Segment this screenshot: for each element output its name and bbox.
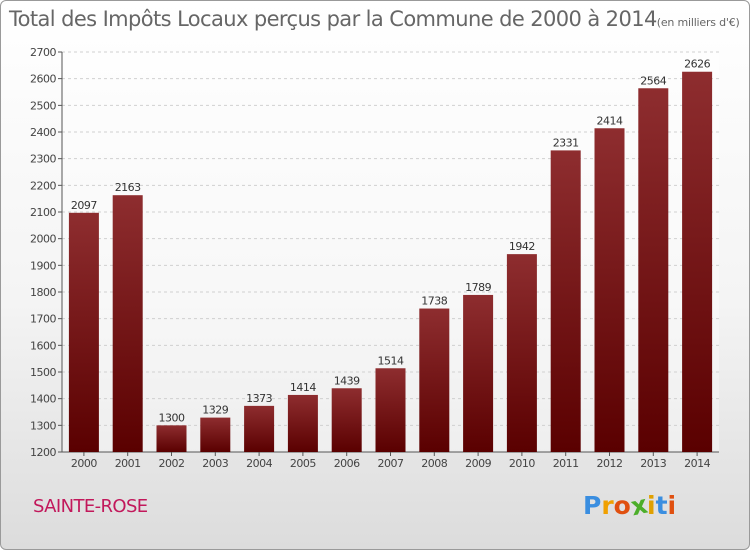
bar-value-label: 1439 xyxy=(334,374,360,387)
bar-2013 xyxy=(638,88,669,453)
y-tick-label: 2500 xyxy=(30,99,56,112)
y-tick-label: 2600 xyxy=(30,73,56,86)
logo-letter: r xyxy=(601,491,614,520)
bar-2002 xyxy=(156,425,187,452)
logo-letter: P xyxy=(583,491,602,520)
y-tick-label: 2300 xyxy=(30,153,56,166)
bar-2007 xyxy=(375,368,406,452)
bar-2008 xyxy=(419,308,450,452)
y-tick-label: 2200 xyxy=(30,179,56,192)
y-tick-label: 2000 xyxy=(30,233,56,246)
x-tick-label: 2008 xyxy=(421,457,447,470)
y-tick-label: 2100 xyxy=(30,206,56,219)
chart-title: Total des Impôts Locaux perçus par la Co… xyxy=(9,7,740,31)
bar-value-label: 2626 xyxy=(684,58,710,71)
bar-value-label: 1300 xyxy=(159,411,185,424)
logo-letter: t xyxy=(655,491,668,520)
x-tick-label: 2012 xyxy=(597,457,623,470)
bar-2011 xyxy=(550,150,581,452)
bar-2010 xyxy=(506,254,537,452)
bars xyxy=(68,71,713,453)
x-tick-label: 2011 xyxy=(553,457,579,470)
logo-letter: i xyxy=(667,491,677,520)
bar-value-label: 2331 xyxy=(553,136,579,149)
bar-value-label: 1414 xyxy=(290,381,316,394)
bar-value-label: 2414 xyxy=(597,114,623,127)
x-tick-label: 2010 xyxy=(509,457,535,470)
bar-2009 xyxy=(463,294,494,452)
y-tick-label: 1600 xyxy=(30,339,56,352)
y-tick-label: 1500 xyxy=(30,366,56,379)
y-tick-label: 2700 xyxy=(30,46,56,59)
x-tick-label: 2004 xyxy=(246,457,272,470)
bar-2012 xyxy=(594,128,625,452)
x-tick-label: 2006 xyxy=(334,457,360,470)
bar-value-label: 1373 xyxy=(246,392,272,405)
bar-2005 xyxy=(287,394,318,452)
bar-labels: 2097 2163 1300 1329 1373 1414 1439 1514 1738 1789… xyxy=(71,58,711,425)
bar-value-label: 2163 xyxy=(115,181,141,194)
logo-letter: o xyxy=(613,491,631,520)
chart-title-text: Total des Impôts Locaux perçus par la Co… xyxy=(9,7,657,31)
y-tick-label: 1700 xyxy=(30,313,56,326)
bar-2000 xyxy=(68,212,99,452)
chart-subtitle: (en milliers d'€) xyxy=(656,16,740,29)
bar-2001 xyxy=(112,195,143,452)
bar-2003 xyxy=(200,417,231,452)
bar-value-label: 1514 xyxy=(378,354,404,367)
x-tick-label: 2013 xyxy=(640,457,666,470)
bar-value-label: 2097 xyxy=(71,199,97,212)
y-tick-label: 1300 xyxy=(30,419,56,432)
x-tick-label: 2014 xyxy=(684,457,710,470)
bar-2006 xyxy=(331,388,362,452)
axes: 1200 1300 1400 1500 1600 1700 1800 1900 2000 2100… xyxy=(30,46,719,470)
x-tick-label: 2000 xyxy=(71,457,97,470)
y-tick-label: 1800 xyxy=(30,286,56,299)
bar-2014 xyxy=(682,71,713,452)
logo-letter: i xyxy=(647,491,656,520)
x-tick-label: 2001 xyxy=(115,457,141,470)
commune-name: SAINTE-ROSE xyxy=(33,496,148,517)
bar-value-label: 1329 xyxy=(202,404,228,417)
x-tick-label: 2002 xyxy=(159,457,185,470)
bar-2004 xyxy=(244,405,275,452)
bar-value-label: 1942 xyxy=(509,240,535,253)
x-tick-label: 2009 xyxy=(465,457,491,470)
bar-value-label: 2564 xyxy=(640,74,666,87)
x-tick-label: 2007 xyxy=(378,457,404,470)
y-tick-label: 1900 xyxy=(30,259,56,272)
y-tick-label: 2400 xyxy=(30,126,56,139)
x-tick-label: 2005 xyxy=(290,457,316,470)
x-tick-label: 2003 xyxy=(202,457,228,470)
bar-value-label: 1738 xyxy=(421,295,447,308)
y-tick-label: 1400 xyxy=(30,393,56,406)
proxiti-logo[interactable]: Proxiti xyxy=(583,490,677,522)
y-tick-label: 1200 xyxy=(30,446,56,459)
bar-value-label: 1789 xyxy=(465,281,491,294)
